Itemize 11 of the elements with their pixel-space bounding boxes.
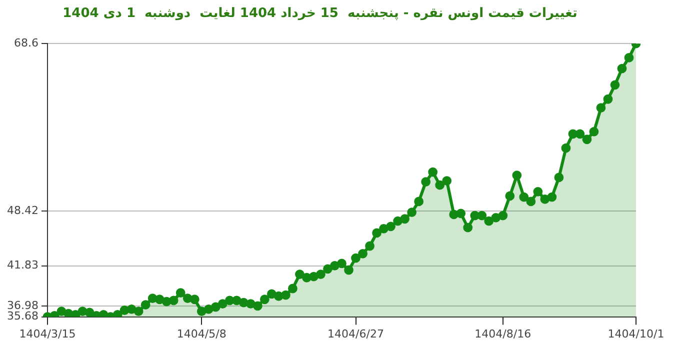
x-tick-label: 1404/3/15 (19, 327, 76, 340)
y-tick-label: 35.68 (6, 310, 38, 323)
x-tick-label: 1404/8/16 (474, 327, 532, 340)
chart-title: تغییرات قیمت اونس نقره - پنجشنبه 15 خرداد 1404 لغایت دوشنبه 1 دی 1404 (62, 6, 578, 22)
y-tick-label: 41.83 (6, 258, 38, 272)
x-tick-label: 1404/10/1 (608, 327, 664, 340)
y-tick-label: 36.98 (6, 298, 38, 312)
x-tick-label: 1404/5/8 (176, 327, 226, 340)
x-tick-label: 1404/6/27 (328, 327, 384, 340)
y-tick-label: 48.42 (6, 204, 38, 217)
y-tick-label: 68.6 (14, 36, 38, 50)
